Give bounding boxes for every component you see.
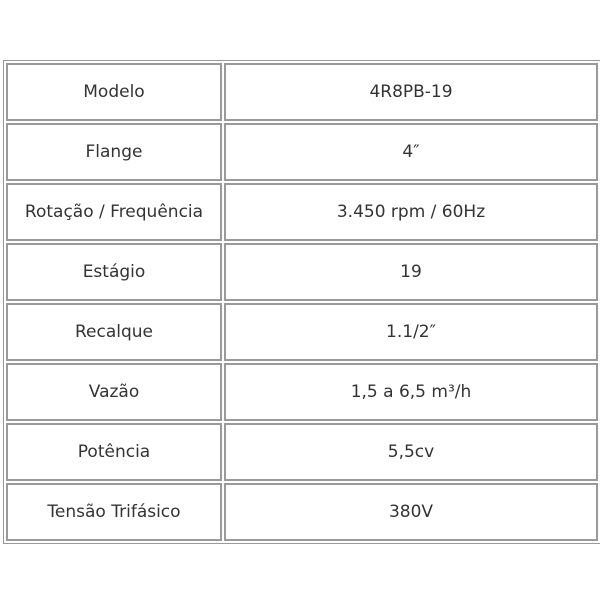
spec-value: 3.450 rpm / 60Hz [224,183,598,241]
spec-value: 380V [224,483,598,541]
spec-table: Modelo 4R8PB-19 Flange 4″ Rotação / Frequênc… [3,60,600,544]
table-row: Estágio 19 [6,243,598,301]
spec-label: Vazão [6,363,222,421]
table-row: Recalque 1.1/2″ [6,303,598,361]
table-row: Rotação / Frequência 3.450 rpm / 60Hz [6,183,598,241]
spec-label: Tensão Trifásico [6,483,222,541]
spec-value: 19 [224,243,598,301]
spec-label: Estágio [6,243,222,301]
spec-value: 4R8PB-19 [224,63,598,121]
spec-label: Modelo [6,63,222,121]
spec-value: 1.1/2″ [224,303,598,361]
spec-label: Potência [6,423,222,481]
table-row: Modelo 4R8PB-19 [6,63,598,121]
spec-value: 1,5 a 6,5 m³/h [224,363,598,421]
table-row: Flange 4″ [6,123,598,181]
table-row: Potência 5,5cv [6,423,598,481]
table-row: Tensão Trifásico 380V [6,483,598,541]
table-row: Vazão 1,5 a 6,5 m³/h [6,363,598,421]
spec-value: 5,5cv [224,423,598,481]
spec-value: 4″ [224,123,598,181]
spec-label: Flange [6,123,222,181]
spec-label: Rotação / Frequência [6,183,222,241]
spec-label: Recalque [6,303,222,361]
